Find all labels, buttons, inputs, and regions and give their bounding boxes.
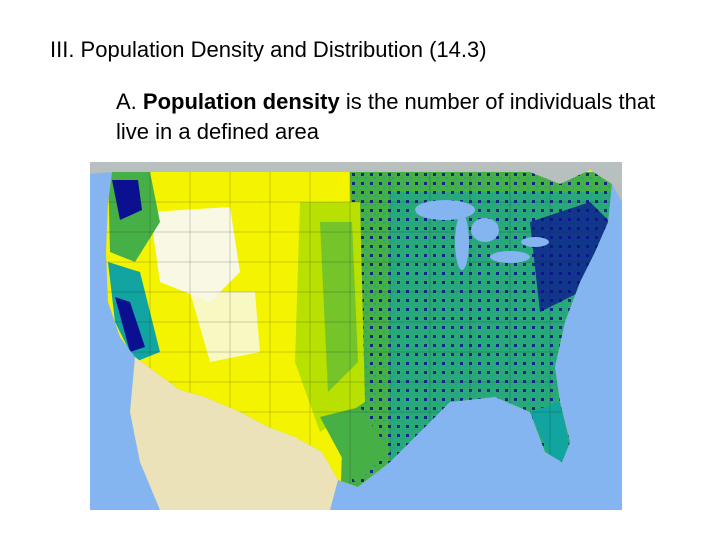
us-map-svg xyxy=(90,162,622,510)
bullet-term: Population density xyxy=(142,89,340,114)
bullet-definition: is the number of individuals that live i… xyxy=(116,89,656,144)
bullet-text: A. Population density is the number of i… xyxy=(116,87,676,147)
bullet-marker: A. xyxy=(116,89,137,114)
population-density-map xyxy=(90,162,622,510)
mexico-region xyxy=(130,357,338,510)
great-lakes xyxy=(415,200,549,270)
slide-heading: III. Population Density and Distribution… xyxy=(50,37,487,62)
